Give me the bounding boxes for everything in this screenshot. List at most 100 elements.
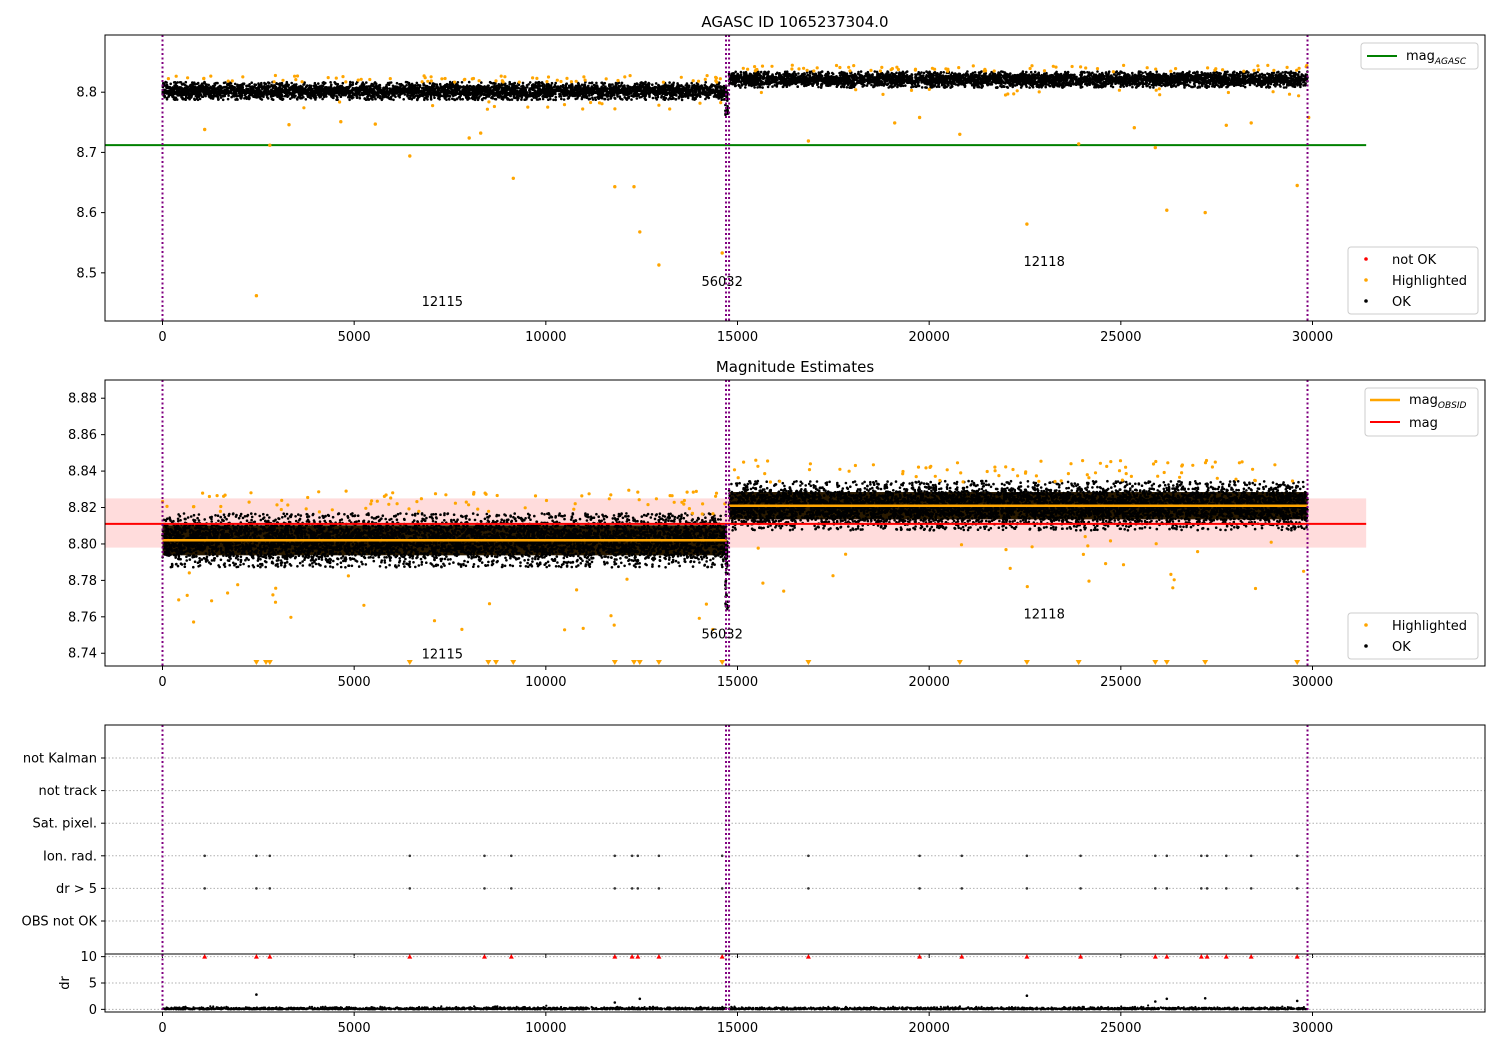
agasc-ok-point: [390, 92, 394, 95]
agasc-ok-point: [690, 86, 693, 89]
agasc-ok-point: [595, 81, 598, 85]
agasc-ok-point: [430, 87, 434, 91]
agasc-ok-point: [686, 84, 689, 87]
agasc-ok-point: [281, 88, 284, 92]
agasc-ok-point: [695, 88, 698, 92]
agasc-ok-point: [538, 81, 541, 84]
agasc-ok-point: [305, 84, 309, 87]
agasc-ok-point: [351, 81, 355, 84]
agasc-ok-point: [173, 81, 177, 84]
agasc-ok-point: [348, 95, 352, 99]
agasc-ok-point: [587, 87, 590, 91]
agasc-ok-point: [638, 96, 641, 99]
agasc-ok-point: [609, 96, 613, 100]
agasc-ok-point: [288, 87, 291, 90]
agasc-ok-point: [462, 85, 465, 88]
agasc-ok-point: [300, 92, 304, 96]
agasc-ok-point: [169, 82, 172, 86]
agasc-ok-point: [570, 84, 573, 87]
agasc-ok-point: [495, 91, 498, 94]
agasc-ok-point: [460, 81, 464, 84]
agasc-ok-point: [588, 81, 591, 85]
agasc-ok-point: [477, 87, 480, 90]
agasc-ok-point: [663, 98, 667, 101]
agasc-ok-point: [461, 97, 465, 101]
agasc-ok-point: [371, 98, 374, 101]
agasc-ok-point: [660, 96, 663, 99]
agasc-ok-point: [619, 97, 623, 101]
agasc-ok-point: [376, 95, 380, 99]
agasc-ok-point: [710, 85, 713, 88]
agasc-ok-point: [582, 90, 586, 93]
agasc-ok-point: [569, 87, 573, 91]
agasc-ok-point: [681, 92, 685, 95]
agasc-ok-point: [672, 81, 675, 85]
agasc-ok-point: [664, 83, 667, 86]
agasc-ok-point: [314, 86, 317, 89]
agasc-ok-point: [391, 84, 395, 88]
agasc-ok-point: [277, 92, 281, 96]
agasc-ok-point: [217, 88, 220, 92]
agasc-ok-point: [654, 82, 658, 85]
agasc-ok-point: [407, 82, 411, 86]
agasc-ok-point: [554, 92, 557, 96]
agasc-ok-point: [671, 97, 674, 100]
agasc-ok-point: [449, 92, 452, 95]
agasc-ok-point: [415, 81, 419, 85]
agasc-ok-point: [245, 84, 248, 88]
agasc-ok-point: [550, 90, 554, 94]
agasc-ok-point: [336, 98, 339, 101]
agasc-ok-point: [579, 85, 582, 89]
agasc-ok-point: [418, 84, 422, 87]
agasc-ok-point: [284, 86, 287, 90]
agasc-ok-point: [241, 82, 245, 85]
agasc-ok-point: [603, 97, 606, 101]
agasc-ok-point: [323, 86, 327, 89]
agasc-ok-point: [659, 86, 663, 89]
agasc-ok-point: [260, 94, 264, 98]
agasc-ok-point: [548, 84, 551, 87]
agasc-ok-point: [235, 90, 238, 93]
agasc-ok-point: [299, 96, 303, 100]
agasc-ok-point: [392, 98, 395, 102]
agasc-ok-point: [472, 85, 476, 89]
agasc-ok-point: [266, 92, 270, 96]
agasc-ok-point: [448, 94, 452, 98]
agasc-ok-point: [182, 97, 186, 101]
agasc-ok-point: [580, 96, 584, 99]
agasc-ok-point: [562, 98, 566, 101]
agasc-ok-point: [188, 84, 192, 88]
agasc-ok-point: [196, 81, 200, 85]
agasc-ok-point: [584, 86, 588, 89]
agasc-ok-point: [164, 89, 167, 92]
agasc-ok-point: [484, 93, 488, 97]
agasc-ok-point: [560, 97, 563, 101]
agasc-ok-point: [442, 85, 446, 88]
agasc-ok-point: [523, 90, 527, 94]
agasc-ok-point: [471, 89, 475, 93]
agasc-ok-point: [606, 98, 610, 101]
agasc-ok-point: [639, 85, 643, 89]
agasc-ok-point: [346, 89, 350, 92]
agasc-ok-point: [452, 98, 456, 101]
agasc-ok-point: [603, 87, 606, 90]
agasc-ok-point: [178, 86, 182, 90]
agasc-ok-point: [644, 84, 647, 88]
agasc-ok-point: [209, 90, 213, 94]
agasc-ok-point: [369, 84, 372, 88]
agasc-ok-point: [376, 93, 379, 97]
agasc-ok-point: [422, 87, 426, 91]
agasc-ok-point: [698, 88, 702, 91]
agasc-ok-point: [612, 87, 616, 90]
agasc-ok-point: [647, 89, 651, 93]
agasc-ok-point: [513, 92, 516, 96]
agasc-ok-point: [550, 81, 554, 85]
agasc-ok-point: [174, 84, 177, 88]
agasc-ok-point: [693, 98, 696, 101]
agasc-ok-point: [613, 93, 616, 97]
agasc-ok-point: [308, 84, 312, 87]
agasc-ok-point: [373, 86, 377, 89]
agasc-ok-point: [182, 88, 185, 92]
agasc-ok-point: [515, 85, 518, 89]
